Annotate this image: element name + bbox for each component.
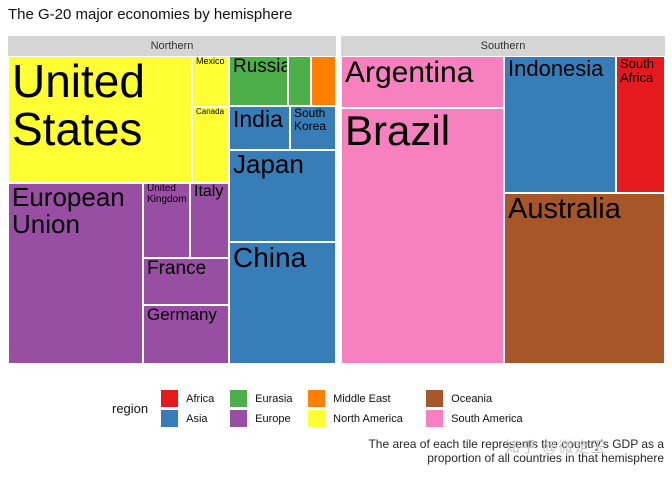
treemap-tile-italy: Italy	[190, 183, 229, 258]
treemap-tile-brazil: Brazil	[341, 108, 504, 364]
legend-swatch-north-america	[308, 410, 326, 427]
treemap-southern: Argentina Brazil Indonesia South Africa Aust…	[341, 56, 665, 364]
treemap-tile-indonesia: Indonesia	[504, 56, 616, 193]
treemap-tile-japan: Japan	[229, 150, 336, 242]
tile-label-south-korea: South Korea	[294, 106, 327, 133]
facet-strip-northern: Northern	[8, 36, 336, 56]
treemap-tile-india: India	[229, 106, 290, 150]
legend-item-asia: Asia	[161, 410, 230, 427]
legend-column-3: Middle East North America	[308, 390, 426, 427]
treemap-tile-russia: Russia	[229, 56, 288, 106]
tile-label-south-africa: South Africa	[620, 56, 654, 85]
tile-label-argentina: Argentina	[345, 56, 474, 89]
legend-item-south-america: South America	[426, 410, 523, 427]
treemap-tile-germany: Germany	[143, 305, 229, 364]
legend-column-4: Oceania South America	[426, 390, 523, 427]
legend-label-oceania: Oceania	[451, 392, 493, 405]
treemap-tile-unlabeled	[288, 56, 311, 106]
legend-swatch-eurasia	[230, 390, 248, 407]
treemap-tile-france: France	[143, 258, 229, 305]
caption-line-1: The area of each tile represents the cou…	[368, 437, 664, 451]
legend-title: region	[112, 401, 149, 416]
tile-label-japan: Japan	[233, 150, 304, 179]
tile-label-australia: Australia	[508, 193, 621, 225]
chart-title: The G-20 major economies by hemisphere	[8, 6, 293, 23]
tile-label-india: India	[233, 106, 283, 132]
legend-swatch-europe	[230, 410, 248, 427]
tile-label-mexico: Mexico	[196, 56, 225, 66]
treemap-tile-united-kingdom: United Kingdom	[143, 183, 190, 258]
facet-panel-northern: Northern United States Mexico Canada Russia…	[8, 36, 336, 364]
legend-column-2: Eurasia Europe	[230, 390, 308, 427]
tile-label-france: France	[147, 258, 207, 279]
legend-label-europe: Europe	[255, 412, 291, 425]
facet-strip-southern: Southern	[341, 36, 665, 56]
legend-label-africa: Africa	[186, 392, 215, 405]
tile-label-china: China	[233, 242, 307, 273]
legend-swatch-south-america	[426, 410, 444, 427]
legend-columns: Africa Asia Eurasia Europe Middle East North …	[161, 390, 523, 427]
treemap-tile-argentina: Argentina	[341, 56, 504, 108]
chart-caption: The area of each tile represents the cou…	[368, 437, 664, 466]
treemap-tile-australia: Australia	[504, 193, 665, 364]
legend-item-europe: Europe	[230, 410, 308, 427]
tile-label-united-states: United States	[12, 56, 145, 156]
treemap-tile-south-africa: South Africa	[616, 56, 665, 193]
legend-swatch-oceania	[426, 390, 444, 407]
tile-label-european-union: European Union	[12, 183, 125, 240]
legend-item-africa: Africa	[161, 390, 230, 407]
watermark: 知乎 @微定玉	[505, 439, 607, 456]
tile-label-indonesia: Indonesia	[508, 56, 604, 81]
legend-swatch-middle-east	[308, 390, 326, 407]
legend-label-north-america: North America	[333, 412, 403, 425]
tile-label-canada: Canada	[196, 107, 225, 116]
treemap-tile-mexico: Mexico	[192, 56, 229, 107]
legend-label-south-america: South America	[451, 412, 523, 425]
treemap-tile-unlabeled	[311, 56, 336, 106]
tile-label-germany: Germany	[147, 305, 217, 324]
legend-label-asia: Asia	[186, 412, 208, 425]
treemap-tile-united-states: United States	[8, 56, 192, 183]
legend: region Africa Asia Eurasia Europe Middle Eas…	[112, 390, 523, 427]
legend-item-middle-east: Middle East	[308, 390, 426, 407]
treemap-northern: United States Mexico Canada Russia India Sout…	[8, 56, 336, 364]
legend-item-eurasia: Eurasia	[230, 390, 308, 407]
treemap-tile-south-korea: South Korea	[290, 106, 336, 150]
legend-item-north-america: North America	[308, 410, 426, 427]
facet-panel-southern: Southern Argentina Brazil Indonesia South A…	[341, 36, 665, 364]
legend-label-middle-east: Middle East	[333, 392, 391, 405]
caption-line-2: proportion of all countries in that hemi…	[427, 450, 664, 465]
tile-label-russia: Russia	[233, 56, 288, 77]
tile-label-brazil: Brazil	[345, 108, 451, 154]
legend-item-oceania: Oceania	[426, 390, 523, 407]
legend-swatch-asia	[161, 410, 179, 427]
treemap-tile-european-union: European Union	[8, 183, 143, 364]
treemap-tile-canada: Canada	[192, 107, 229, 183]
legend-label-eurasia: Eurasia	[255, 392, 293, 405]
tile-label-united-kingdom: United Kingdom	[147, 183, 187, 205]
tile-label-italy: Italy	[194, 183, 224, 200]
treemap-tile-china: China	[229, 242, 336, 364]
legend-swatch-africa	[161, 390, 179, 407]
legend-column-1: Africa Asia	[161, 390, 230, 427]
